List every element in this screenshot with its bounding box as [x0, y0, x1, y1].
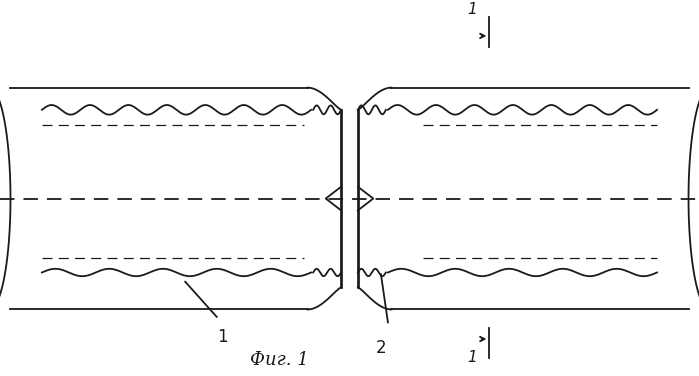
Text: 1: 1	[467, 2, 477, 17]
Text: Фиг. 1: Фиг. 1	[250, 350, 309, 368]
Text: 1: 1	[217, 328, 227, 346]
Text: 2: 2	[375, 339, 387, 357]
Text: 1: 1	[467, 350, 477, 365]
